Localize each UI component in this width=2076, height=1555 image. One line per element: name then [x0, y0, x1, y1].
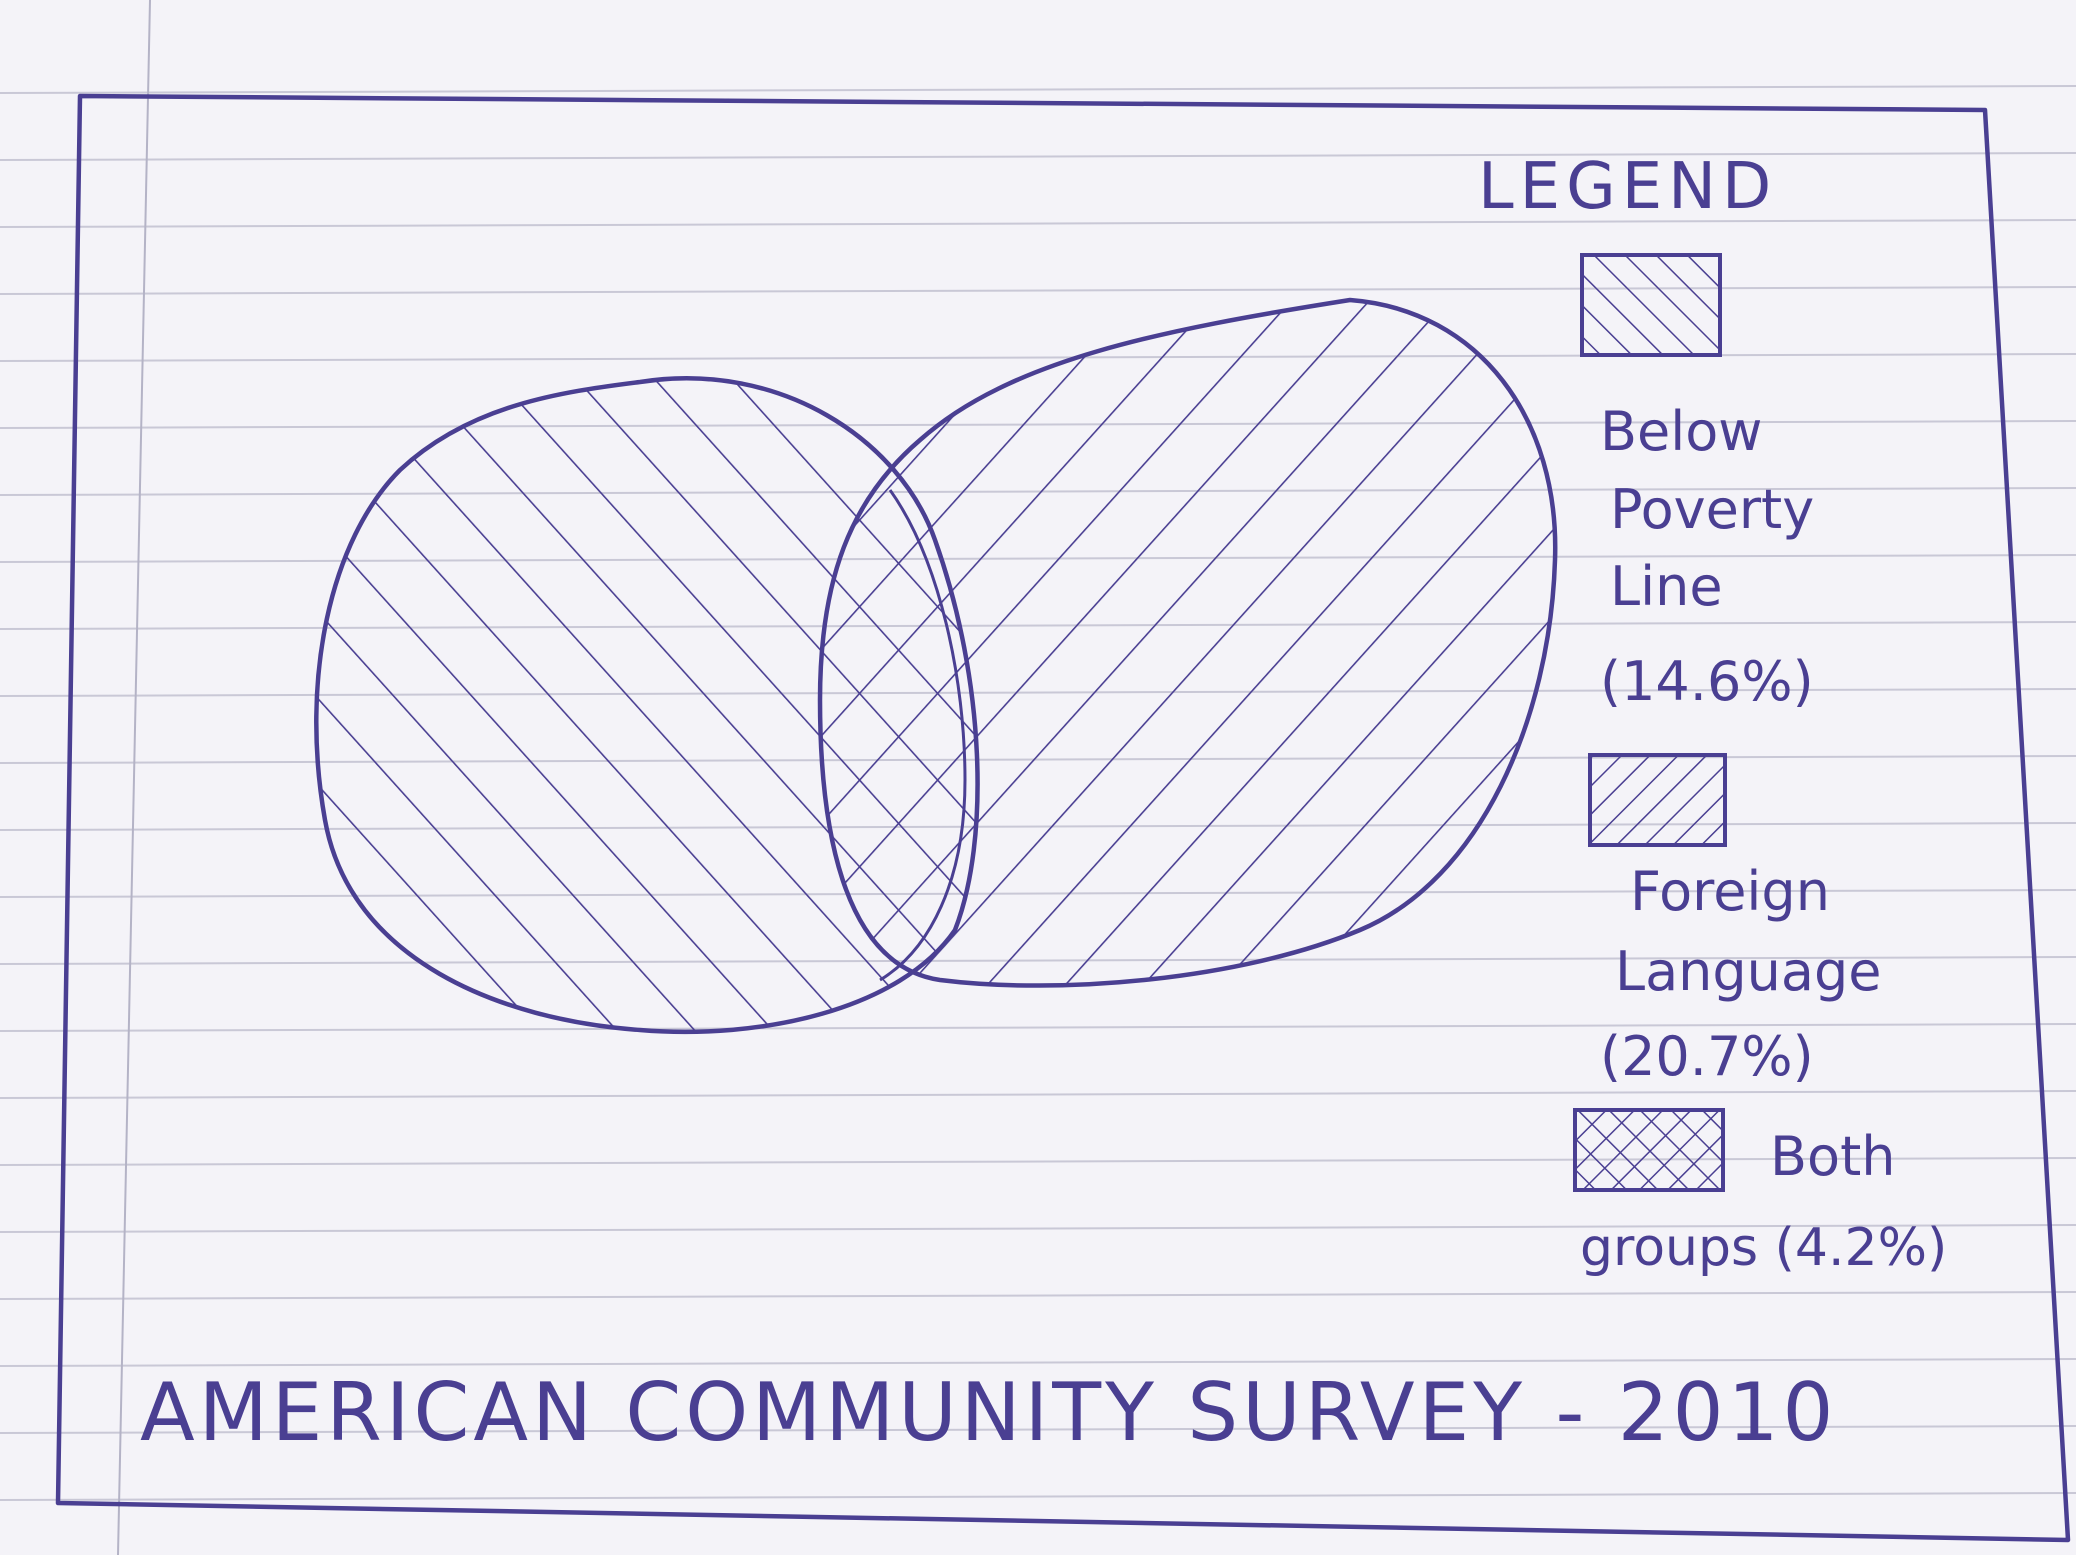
legend-label-line: Line — [1610, 555, 1723, 618]
legend-label-line: Below — [1600, 400, 1762, 463]
legend-heading: LEGEND — [1478, 150, 1777, 224]
legend-item-below-poverty: Below Poverty Line (14.6%) — [1580, 253, 1814, 713]
legend-swatch-backward-hatch — [1588, 753, 1727, 847]
legend-label-line: Poverty — [1610, 478, 1814, 541]
below-poverty-set — [314, 376, 980, 1035]
foreign-language-set — [817, 297, 1558, 988]
legend-item-both-groups: Both groups (4.2%) — [1573, 1108, 1947, 1278]
survey-title: AMERICAN COMMUNITY SURVEY - 2010 — [140, 1366, 1837, 1459]
legend-label-line: Both — [1770, 1125, 1895, 1188]
legend-swatch-forward-hatch — [1580, 253, 1722, 357]
frame-border — [55, 93, 2071, 1543]
margin-line — [117, 0, 151, 1555]
legend-label-line: (20.7%) — [1600, 1025, 1814, 1088]
legend-swatch-cross-hatch-overlay — [1575, 1110, 1723, 1190]
both-groups-overlap — [879, 489, 967, 982]
legend: LEGEND Below Poverty Line (14.6%) Foreig… — [1478, 150, 1947, 1278]
legend-label-line: groups (4.2%) — [1580, 1218, 1947, 1278]
legend-item-foreign-language: Foreign Language (20.7%) — [1588, 753, 1882, 1088]
legend-label-line: Foreign — [1630, 860, 1830, 923]
legend-label-line: Language — [1615, 940, 1882, 1003]
legend-label-line: (14.6%) — [1600, 650, 1814, 713]
